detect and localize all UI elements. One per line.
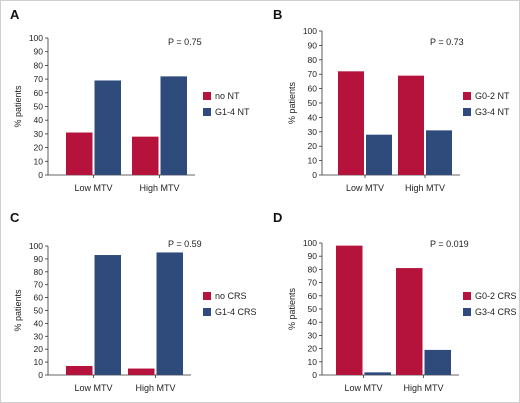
- panel-a-y-tick-label: 80: [34, 60, 44, 70]
- panel-d-y-tick-label: 20: [308, 344, 318, 354]
- panel-d-y-label: % patients: [287, 287, 297, 330]
- panel-d-legend-swatch: [463, 308, 471, 316]
- panel-d-y-tick-label: 30: [308, 330, 318, 340]
- panel-c-bar-g1-4-crs-low-mtv: [94, 255, 121, 375]
- panel-c-y-tick-label: 50: [34, 306, 44, 316]
- panel-a-y-tick-label: 50: [34, 102, 44, 112]
- panel-a-bar-g1-4-nt-low-mtv: [94, 80, 121, 175]
- panel-b-y-tick-label: 50: [308, 98, 318, 108]
- panel-a-bar-no-nt-low-mtv: [66, 132, 93, 175]
- panel-a-y-tick-label: 70: [34, 74, 44, 84]
- panel-b-y-tick-label: 10: [308, 156, 318, 166]
- panel-b-bar-g3-4-nt-high-mtv: [426, 130, 452, 175]
- panel-a-y-tick-label: 100: [29, 33, 43, 43]
- panel-c-bar-no-crs-low-mtv: [66, 365, 93, 375]
- panel-a-p-value: P = 0.75: [168, 37, 202, 47]
- panel-d-y-tick-label: 80: [308, 264, 318, 274]
- panel-d-bar-g0-2-crs-high-mtv: [396, 268, 423, 375]
- panel-b-legend-swatch: [463, 92, 471, 100]
- panel-d-y-tick-label: 0: [312, 370, 317, 380]
- panel-c-y-tick-label: 100: [29, 241, 43, 251]
- panel-b-legend-label: G3-4 NT: [475, 107, 510, 117]
- panel-c-legend-label: G1-4 CRS: [215, 307, 257, 317]
- panel-b-legend-swatch: [463, 108, 471, 116]
- panel-a-bar-no-nt-high-mtv: [132, 136, 159, 175]
- panel-c-y-tick-label: 20: [34, 344, 44, 354]
- panel-d-bar-g3-4-crs-high-mtv: [424, 349, 451, 375]
- panel-b-letter: B: [273, 7, 282, 22]
- panel-c-bar-no-crs-high-mtv: [128, 368, 155, 375]
- panel-d-p-value: P = 0.019: [430, 239, 469, 249]
- panel-a-legend-label: G1-4 NT: [215, 107, 250, 117]
- panel-d-category-label: High MTV: [403, 383, 443, 393]
- panel-a-letter: A: [10, 7, 20, 22]
- panel-a-legend-swatch: [203, 108, 211, 116]
- panel-b-y-tick-label: 0: [312, 170, 317, 180]
- panel-a-y-tick-label: 0: [38, 170, 43, 180]
- panel-c-legend-swatch: [203, 308, 211, 316]
- panel-b-y-tick-label: 20: [308, 141, 318, 151]
- panel-d-y-tick-label: 90: [308, 251, 318, 261]
- panel-a-y-label: % patients: [13, 85, 23, 128]
- panel-b-bar-g0-2-nt-high-mtv: [398, 75, 424, 175]
- panel-d-legend-swatch: [463, 292, 471, 300]
- panel-a-bar-g1-4-nt-high-mtv: [160, 76, 187, 175]
- panel-a-legend-swatch: [203, 92, 211, 100]
- panel-d-category-label: Low MTV: [344, 383, 382, 393]
- panel-b-category-label: Low MTV: [346, 183, 384, 193]
- panel-b-legend-label: G0-2 NT: [475, 91, 510, 101]
- panel-b-y-tick-label: 60: [308, 84, 318, 94]
- panel-c-y-tick-label: 90: [34, 254, 44, 264]
- panel-b-y-tick-label: 30: [308, 127, 318, 137]
- panel-a-y-tick-label: 30: [34, 129, 44, 139]
- panel-d-y-tick-label: 50: [308, 304, 318, 314]
- panel-a-category-label: Low MTV: [74, 183, 112, 193]
- panel-c-y-tick-label: 10: [34, 357, 44, 367]
- panel-d-legend-label: G3-4 CRS: [475, 307, 517, 317]
- panel-a-y-tick-label: 60: [34, 88, 44, 98]
- panel-c-category-label: High MTV: [135, 383, 175, 393]
- panel-d-y-tick-label: 70: [308, 278, 318, 288]
- panel-d-letter: D: [273, 210, 282, 225]
- panel-c-letter: C: [10, 210, 20, 225]
- panel-d-y-tick-label: 10: [308, 357, 318, 367]
- panel-d-bar-g3-4-crs-low-mtv: [364, 372, 391, 375]
- panel-c-y-tick-label: 30: [34, 331, 44, 341]
- panel-c-y-tick-label: 60: [34, 293, 44, 303]
- panel-a-y-tick-label: 90: [34, 47, 44, 57]
- panel-d-y-tick-label: 100: [303, 238, 317, 248]
- panel-c-p-value: P = 0.59: [168, 239, 202, 249]
- panel-d-y-tick-label: 60: [308, 291, 318, 301]
- panel-d-bar-g0-2-crs-low-mtv: [336, 245, 363, 375]
- panel-b-bar-g3-4-nt-low-mtv: [366, 134, 392, 175]
- panel-b-y-tick-label: 100: [303, 26, 317, 36]
- panel-d-y-tick-label: 40: [308, 317, 318, 327]
- panel-c-y-tick-label: 0: [38, 370, 43, 380]
- panel-b-bar-g0-2-nt-low-mtv: [338, 71, 364, 175]
- panel-a-y-tick-label: 10: [34, 156, 44, 166]
- panel-b-y-label: % patients: [287, 81, 297, 124]
- panel-a-y-tick-label: 20: [34, 143, 44, 153]
- panel-c-legend-swatch: [203, 292, 211, 300]
- panel-b-y-tick-label: 80: [308, 55, 318, 65]
- panel-b-y-tick-label: 40: [308, 112, 318, 122]
- panel-c-bar-g1-4-crs-high-mtv: [156, 252, 183, 375]
- panel-b-p-value: P = 0.73: [430, 37, 464, 47]
- panel-d-legend-label: G0-2 CRS: [475, 291, 517, 301]
- panel-a-category-label: High MTV: [139, 183, 179, 193]
- panel-c-y-tick-label: 80: [34, 267, 44, 277]
- panel-c-y-tick-label: 40: [34, 318, 44, 328]
- panel-a-legend-label: no NT: [215, 91, 240, 101]
- panel-a-y-tick-label: 40: [34, 115, 44, 125]
- panel-c-category-label: Low MTV: [74, 383, 112, 393]
- panel-c-y-label: % patients: [13, 289, 23, 332]
- panel-c-y-tick-label: 70: [34, 280, 44, 290]
- panel-b-category-label: High MTV: [405, 183, 445, 193]
- panel-b-y-tick-label: 70: [308, 69, 318, 79]
- panel-b-y-tick-label: 90: [308, 40, 318, 50]
- panel-c-legend-label: no CRS: [215, 291, 247, 301]
